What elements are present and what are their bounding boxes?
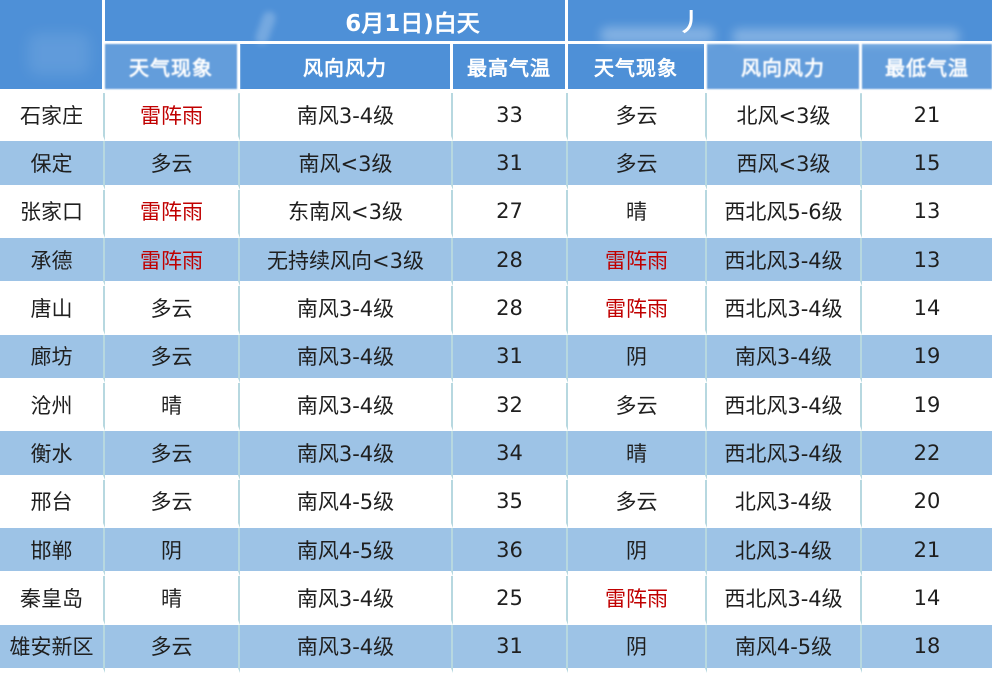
day-high-temp-cell: 28: [453, 237, 568, 287]
day-high-temp-cell: 35: [453, 479, 568, 528]
night-low-temp-cell: 13: [862, 237, 992, 287]
day-weather-cell: 多云: [105, 624, 240, 673]
day-weather-cell: 晴: [105, 382, 240, 432]
day-high-temp-cell: 25: [453, 576, 568, 625]
day-weather-cell: 多云: [105, 334, 240, 383]
column-header-night-low-temp: 最低气温: [862, 44, 992, 93]
city-cell: 邯郸: [0, 527, 105, 577]
corner-header-cell: [0, 0, 105, 93]
day-weather-cell: 多云: [105, 479, 240, 528]
day-high-temp-cell: 31: [453, 624, 568, 673]
night-weather-cell: 多云: [568, 93, 707, 142]
night-wind-cell: 北风3-4级: [707, 527, 862, 577]
night-wind-cell: 北风3-4级: [707, 479, 862, 528]
day-wind-cell: 南风3-4级: [240, 431, 453, 480]
city-cell: 保定: [0, 141, 105, 190]
day-wind-cell: 南风3-4级: [240, 624, 453, 673]
night-low-temp-cell: 21: [862, 527, 992, 577]
night-wind-cell: 西北风3-4级: [707, 576, 862, 625]
day-weather-cell: 多云: [105, 141, 240, 190]
day-high-temp-cell: 36: [453, 527, 568, 577]
day-high-temp-cell: 31: [453, 141, 568, 190]
night-weather-cell: 阴: [568, 624, 707, 673]
city-cell: 沧州: [0, 382, 105, 432]
night-wind-cell: 西风<3级: [707, 141, 862, 190]
day-wind-cell: 南风3-4级: [240, 334, 453, 383]
column-header-day-high-temp: 最高气温: [453, 44, 568, 93]
city-cell: 廊坊: [0, 334, 105, 383]
night-weather-cell: 阴: [568, 527, 707, 577]
night-low-temp-cell: 22: [862, 431, 992, 480]
night-weather-cell: 多云: [568, 382, 707, 432]
day-high-temp-cell: 33: [453, 93, 568, 142]
city-cell: 唐山: [0, 286, 105, 335]
city-cell: 雄安新区: [0, 624, 105, 673]
day-high-temp-cell: 28: [453, 286, 568, 335]
night-low-temp-cell: 14: [862, 286, 992, 335]
column-header-night-weather: 天气现象: [568, 44, 707, 93]
city-cell: 邢台: [0, 479, 105, 528]
day-weather-cell: 多云: [105, 431, 240, 480]
night-low-temp-cell: 14: [862, 576, 992, 625]
night-section-title: 丿: [568, 0, 992, 44]
city-cell: 承德: [0, 237, 105, 287]
night-weather-cell: 阴: [568, 334, 707, 383]
day-weather-cell: 雷阵雨: [105, 189, 240, 238]
night-weather-cell: 晴: [568, 189, 707, 238]
night-low-temp-cell: 15: [862, 141, 992, 190]
column-header-night-wind: 风向风力: [707, 44, 862, 93]
night-weather-cell: 多云: [568, 141, 707, 190]
night-wind-cell: 南风4-5级: [707, 624, 862, 673]
night-weather-cell: 雷阵雨: [568, 286, 707, 335]
day-section-title: 6月1日)白天: [105, 0, 568, 44]
night-wind-cell: 西北风3-4级: [707, 237, 862, 287]
city-cell: 石家庄: [0, 93, 105, 142]
column-header-day-wind: 风向风力: [240, 44, 453, 93]
night-low-temp-cell: 19: [862, 334, 992, 383]
day-wind-cell: 南风<3级: [240, 141, 453, 190]
night-low-temp-cell: 13: [862, 189, 992, 238]
city-cell: 衡水: [0, 431, 105, 480]
night-wind-cell: 西北风5-6级: [707, 189, 862, 238]
day-high-temp-cell: 27: [453, 189, 568, 238]
day-wind-cell: 南风3-4级: [240, 382, 453, 432]
night-weather-cell: 雷阵雨: [568, 576, 707, 625]
night-low-temp-cell: 18: [862, 624, 992, 673]
day-wind-cell: 东南风<3级: [240, 189, 453, 238]
night-weather-cell: 雷阵雨: [568, 237, 707, 287]
day-wind-cell: 南风3-4级: [240, 576, 453, 625]
night-wind-cell: 西北风3-4级: [707, 431, 862, 480]
day-high-temp-cell: 31: [453, 334, 568, 383]
day-wind-cell: 南风4-5级: [240, 527, 453, 577]
day-weather-cell: 晴: [105, 576, 240, 625]
night-weather-cell: 多云: [568, 479, 707, 528]
city-cell: 秦皇岛: [0, 576, 105, 625]
night-wind-cell: 西北风3-4级: [707, 286, 862, 335]
day-high-temp-cell: 34: [453, 431, 568, 480]
day-wind-cell: 南风3-4级: [240, 286, 453, 335]
day-weather-cell: 多云: [105, 286, 240, 335]
night-low-temp-cell: 21: [862, 93, 992, 142]
night-low-temp-cell: 20: [862, 479, 992, 528]
day-weather-cell: 雷阵雨: [105, 237, 240, 287]
day-wind-cell: 南风3-4级: [240, 93, 453, 142]
day-weather-cell: 雷阵雨: [105, 93, 240, 142]
day-high-temp-cell: 32: [453, 382, 568, 432]
day-wind-cell: 南风4-5级: [240, 479, 453, 528]
day-wind-cell: 无持续风向<3级: [240, 237, 453, 287]
night-low-temp-cell: 19: [862, 382, 992, 432]
night-wind-cell: 北风<3级: [707, 93, 862, 142]
night-wind-cell: 西北风3-4级: [707, 382, 862, 432]
night-wind-cell: 南风3-4级: [707, 334, 862, 383]
column-header-day-weather: 天气现象: [105, 44, 240, 93]
day-weather-cell: 阴: [105, 527, 240, 577]
city-cell: 张家口: [0, 189, 105, 238]
night-weather-cell: 晴: [568, 431, 707, 480]
